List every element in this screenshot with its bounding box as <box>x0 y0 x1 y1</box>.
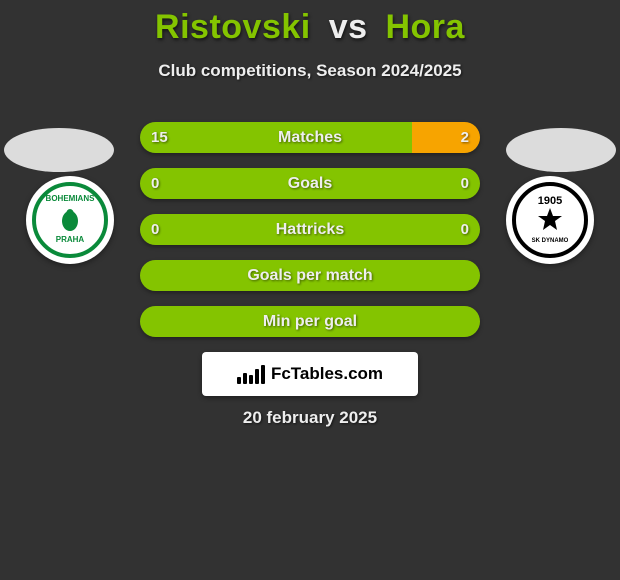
player2-name: Hora <box>385 8 464 46</box>
club-logo-inner-left: BOHEMIANS PRAHA <box>32 182 108 258</box>
stat-row: 00Hattricks <box>140 214 480 245</box>
stat-row: Goals per match <box>140 260 480 291</box>
star-icon <box>537 207 563 233</box>
player1-avatar <box>4 128 114 172</box>
stat-value-left: 0 <box>151 214 159 245</box>
stat-fill-left <box>140 122 412 153</box>
brand-box[interactable]: FcTables.com <box>202 352 418 396</box>
stat-row: 00Goals <box>140 168 480 199</box>
brand-text: FcTables.com <box>271 364 383 384</box>
stat-fill-left <box>140 260 480 291</box>
player2-avatar <box>506 128 616 172</box>
club-logo-text-left: BOHEMIANS PRAHA <box>46 195 95 245</box>
snapshot-date: 20 february 2025 <box>0 408 620 428</box>
stat-fill-left <box>140 214 480 245</box>
player2-club-logo: 1905 SK DYNAMO <box>506 176 594 264</box>
club-logo-left-bottom: PRAHA <box>56 235 84 244</box>
brand-chart-icon <box>237 365 265 384</box>
stat-fill-left <box>140 168 480 199</box>
kangaroo-icon <box>55 204 85 234</box>
club-logo-text-right: 1905 SK DYNAMO <box>532 195 569 245</box>
stat-value-left: 0 <box>151 168 159 199</box>
club-logo-right-bottom: SK DYNAMO <box>532 238 569 244</box>
stat-value-right: 0 <box>461 214 469 245</box>
comparison-card: Ristovski vs Hora Club competitions, Sea… <box>0 0 620 580</box>
stat-value-right: 2 <box>461 122 469 153</box>
player1-club-logo: BOHEMIANS PRAHA <box>26 176 114 264</box>
title-vs: vs <box>329 8 368 46</box>
page-title: Ristovski vs Hora <box>0 0 620 47</box>
stat-value-left: 15 <box>151 122 168 153</box>
stat-value-right: 0 <box>461 168 469 199</box>
player1-name: Ristovski <box>155 8 311 46</box>
competition-subtitle: Club competitions, Season 2024/2025 <box>0 61 620 81</box>
stat-fill-right <box>412 122 480 153</box>
stat-fill-left <box>140 306 480 337</box>
stat-row: 152Matches <box>140 122 480 153</box>
club-logo-right-top: 1905 <box>538 195 562 207</box>
club-logo-left-top: BOHEMIANS <box>46 194 95 203</box>
stat-row: Min per goal <box>140 306 480 337</box>
stat-bars: 152Matches00Goals00HattricksGoals per ma… <box>140 122 480 352</box>
club-logo-inner-right: 1905 SK DYNAMO <box>512 182 588 258</box>
